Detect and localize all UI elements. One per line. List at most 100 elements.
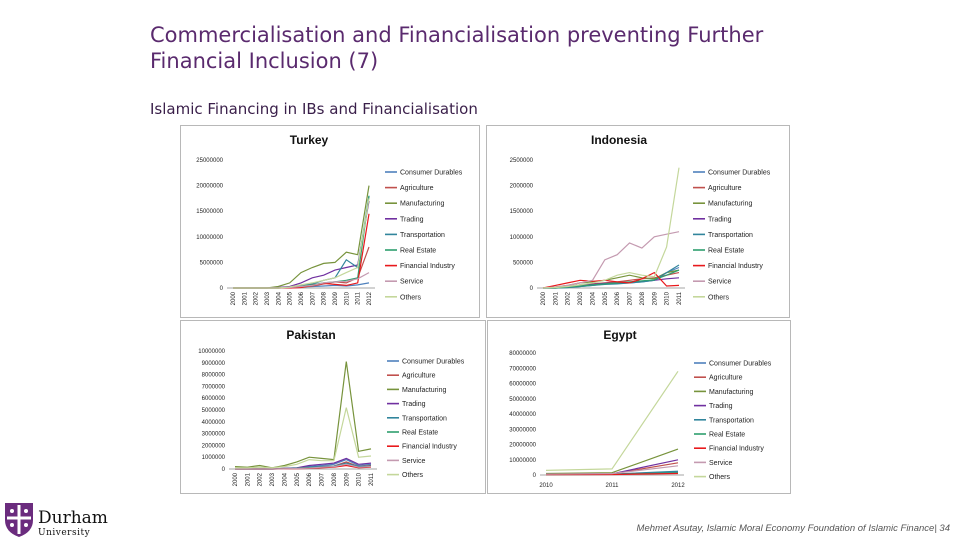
series-line-manufacturing	[234, 361, 372, 469]
slide-subtitle: Islamic Financing in IBs and Financialis…	[150, 100, 478, 118]
y-tick-label: 1500000	[510, 209, 534, 215]
x-tick-label: 2000	[541, 291, 547, 305]
x-tick-label: 2010	[344, 291, 350, 305]
legend-label: Others	[708, 294, 730, 301]
x-tick-label: 2012	[671, 483, 685, 489]
x-tick-label: 2006	[307, 472, 313, 486]
y-tick-label: 7000000	[202, 384, 226, 390]
legend-label: Service	[708, 279, 731, 286]
x-tick-label: 2010	[539, 483, 553, 489]
university-logo: Durham University	[2, 500, 122, 540]
series-line-service	[235, 463, 372, 470]
y-tick-label: 25000000	[196, 158, 223, 164]
series-line-others	[233, 198, 370, 289]
slide-title: Commercialisation and Financialisation p…	[150, 22, 910, 74]
y-tick-label: 0	[222, 467, 226, 473]
legend-label: Service	[400, 279, 423, 286]
series-line-service	[542, 231, 680, 289]
slide-title-line1: Commercialisation and Financialisation p…	[150, 23, 764, 47]
x-tick-label: 2006	[615, 291, 621, 305]
series-line-transportation	[233, 195, 370, 289]
x-tick-label: 2005	[288, 291, 294, 305]
legend-label: Consumer Durables	[709, 361, 772, 368]
y-tick-label: 15000000	[196, 209, 223, 215]
y-tick-label: 2000000	[202, 443, 226, 449]
x-tick-label: 2002	[254, 291, 260, 305]
legend-label: Real Estate	[709, 432, 745, 439]
legend-label: Others	[709, 474, 731, 481]
chart-panel-turkey: Turkey 25000000 20000000 15000000 10000000 50…	[180, 125, 480, 318]
series-line-service	[545, 465, 679, 475]
y-tick-label: 0	[220, 286, 224, 292]
x-tick-label: 2000	[231, 291, 237, 305]
y-tick-label: 50000000	[509, 397, 536, 403]
legend-label: Real Estate	[708, 248, 744, 255]
x-tick-label: 2003	[578, 291, 584, 305]
legend-label: Trading	[708, 216, 732, 223]
y-tick-label: 0	[530, 286, 534, 292]
y-tick-label: 4000000	[202, 420, 226, 426]
series-line-manufacturing	[233, 185, 370, 289]
y-tick-label: 0	[533, 473, 537, 479]
x-tick-label: 2001	[242, 291, 248, 305]
chart-turkey: Turkey 25000000 20000000 15000000 10000000 50…	[196, 133, 462, 305]
legend-label: Transportation	[400, 232, 445, 239]
x-tick-label: 2002	[258, 472, 264, 486]
y-tick-label: 10000000	[198, 349, 225, 355]
y-tick-label: 60000000	[509, 382, 536, 388]
legend-label: Agriculture	[708, 185, 742, 192]
x-tick-label: 2009	[333, 291, 339, 305]
slide-title-line2: Financial Inclusion (7)	[150, 49, 379, 73]
chart-egypt: Egypt 80000000 70000000 60000000 50000000 400…	[509, 328, 772, 489]
legend-label: Agriculture	[402, 373, 436, 380]
y-tick-label: 9000000	[202, 361, 226, 367]
y-tick-label: 1000000	[202, 455, 226, 461]
slide-footer: Mehmet Asutay, Islamic Moral Economy Fou…	[636, 523, 950, 534]
y-tick-label: 1000000	[510, 235, 534, 241]
y-tick-label: 5000000	[200, 260, 224, 266]
legend-label: Agriculture	[400, 185, 434, 192]
x-tick-label: 2008	[332, 472, 338, 486]
x-tick-label: 2005	[295, 472, 301, 486]
legend-label: Financial Industry	[708, 263, 763, 270]
series-line-others	[235, 407, 372, 469]
logo-sub: University	[38, 528, 91, 538]
y-tick-label: 8000000	[202, 373, 226, 379]
x-tick-label: 2001	[553, 291, 559, 305]
x-tick-label: 2011	[369, 472, 375, 486]
x-tick-label: 2005	[603, 291, 609, 305]
y-tick-label: 30000000	[509, 427, 536, 433]
x-tick-label: 2008	[640, 291, 646, 305]
y-tick-label: 500000	[513, 260, 534, 266]
series-line-others	[542, 167, 680, 289]
x-tick-label: 2003	[265, 291, 271, 305]
chart-panel-egypt: Egypt 80000000 70000000 60000000 50000000 400…	[487, 320, 791, 494]
x-tick-label: 2004	[276, 291, 282, 305]
chart-title-egypt: Egypt	[603, 328, 636, 342]
x-tick-label: 2007	[320, 472, 326, 486]
y-tick-label: 70000000	[509, 366, 536, 372]
series-line-financial-industry	[233, 213, 370, 289]
legend-label: Trading	[402, 401, 426, 408]
legend-label: Financial Industry	[402, 444, 457, 451]
legend-label: Others	[402, 472, 424, 479]
x-tick-label: 2004	[590, 291, 596, 305]
y-tick-label: 2000000	[510, 184, 534, 190]
legend-label: Real Estate	[402, 430, 438, 437]
legend-label: Agriculture	[709, 375, 743, 382]
legend-label: Real Estate	[400, 248, 436, 255]
series-line-real-estate	[233, 195, 370, 289]
legend-label: Service	[709, 460, 732, 467]
x-tick-label: 2007	[310, 291, 316, 305]
legend-label: Consumer Durables	[708, 170, 771, 177]
y-tick-label: 10000000	[509, 458, 536, 464]
x-tick-label: 2007	[628, 291, 634, 305]
legend-label: Trading	[709, 403, 733, 410]
chart-panel-pakistan: Pakistan 10000000 9000000 8000000 7000000 600…	[180, 320, 486, 494]
series-line-financial-industry	[542, 271, 680, 289]
x-tick-label: 2001	[245, 472, 251, 486]
chart-title-turkey: Turkey	[290, 133, 329, 147]
x-tick-label: 2008	[322, 291, 328, 305]
y-tick-label: 5000000	[202, 408, 226, 414]
chart-panel-indonesia: Indonesia 2500000 2000000 1500000 1000000 500…	[486, 125, 790, 318]
